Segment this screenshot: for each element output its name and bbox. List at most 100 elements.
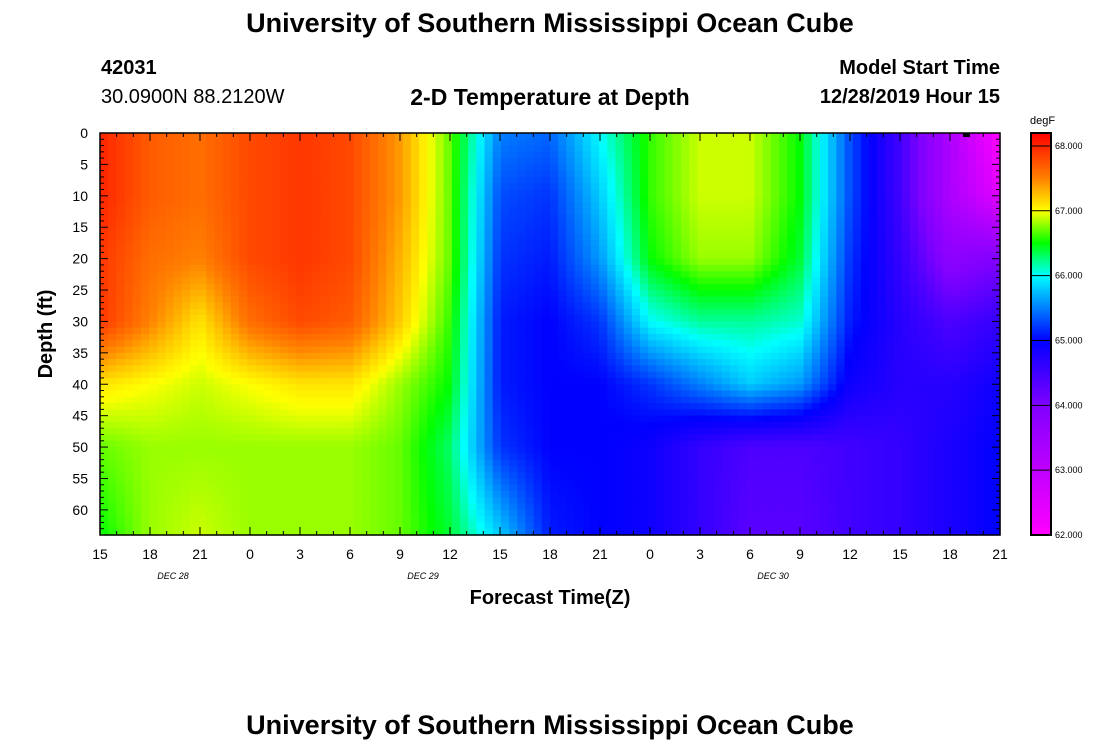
heatmap-cell: [132, 264, 142, 272]
heatmap-cell: [967, 327, 977, 335]
heatmap-cell: [631, 396, 641, 404]
heatmap-cell: [983, 321, 993, 329]
heatmap-cell: [271, 202, 281, 209]
heatmap-cell: [533, 139, 543, 147]
heatmap-cell: [190, 258, 199, 266]
heatmap-cell: [869, 139, 878, 147]
heatmap-cell: [664, 258, 674, 266]
heatmap-cell: [820, 239, 829, 247]
heatmap-cell: [329, 277, 338, 285]
heatmap-cell: [157, 145, 167, 153]
heatmap-cell: [361, 164, 371, 172]
heatmap-cell: [860, 139, 870, 147]
heatmap-cell: [500, 246, 510, 253]
heatmap-cell: [451, 327, 461, 335]
heatmap-cell: [222, 346, 232, 354]
heatmap-cell: [427, 208, 437, 216]
heatmap-cell: [206, 133, 216, 140]
heatmap-cell: [672, 346, 682, 354]
heatmap-cell: [836, 139, 846, 147]
heatmap-cell: [173, 302, 183, 310]
heatmap-cell: [672, 283, 682, 291]
heatmap-cell: [615, 264, 625, 272]
heatmap-cell: [762, 384, 772, 392]
heatmap-cell: [296, 208, 306, 216]
heatmap-cell: [967, 158, 977, 166]
heatmap-cell: [697, 246, 707, 253]
heatmap-cell: [419, 296, 428, 304]
heatmap-cell: [435, 246, 445, 253]
heatmap-cell: [533, 409, 543, 417]
heatmap-cell: [770, 220, 780, 228]
heatmap-cell: [239, 214, 248, 222]
heatmap-cell: [852, 183, 862, 191]
heatmap-cell: [991, 352, 1001, 360]
heatmap-cell: [214, 271, 224, 279]
heatmap-cell: [337, 151, 347, 159]
heatmap-cell: [689, 346, 698, 354]
heatmap-cell: [705, 377, 715, 385]
heatmap-cell: [934, 239, 944, 247]
heatmap-cell: [631, 252, 641, 260]
heatmap-cell: [959, 396, 968, 404]
heatmap-cell: [410, 202, 420, 209]
heatmap-cell: [705, 271, 715, 279]
heatmap-cell: [312, 346, 322, 354]
heatmap-cell: [828, 195, 837, 203]
heatmap-cell: [541, 189, 551, 197]
heatmap-cell: [410, 359, 420, 367]
heatmap-cell: [918, 334, 927, 341]
heatmap-cell: [836, 164, 846, 172]
heatmap-cell: [296, 170, 306, 178]
heatmap-cell: [255, 133, 265, 140]
heatmap-cell: [844, 296, 854, 304]
heatmap-cell: [402, 246, 412, 253]
heatmap-cell: [410, 296, 420, 304]
heatmap-cell: [942, 277, 952, 285]
heatmap-cell: [451, 403, 461, 410]
heatmap-cell: [361, 227, 371, 235]
heatmap-cell: [312, 208, 322, 216]
heatmap-cell: [680, 296, 690, 304]
heatmap-cell: [100, 359, 109, 367]
heatmap-cell: [901, 302, 911, 310]
heatmap-cell: [631, 390, 641, 398]
heatmap-cell: [983, 403, 993, 410]
heatmap-cell: [460, 327, 469, 335]
heatmap-cell: [910, 151, 919, 159]
heatmap-cell: [590, 384, 600, 392]
heatmap-cell: [631, 321, 641, 329]
heatmap-cell: [132, 334, 142, 341]
heatmap-cell: [541, 403, 551, 410]
heatmap-cell: [206, 302, 216, 310]
heatmap-cell: [255, 151, 265, 159]
heatmap-cell: [255, 202, 265, 209]
heatmap-cell: [509, 390, 518, 398]
heatmap-cell: [991, 220, 1001, 228]
heatmap-cell: [100, 202, 109, 209]
heatmap-cell: [779, 409, 788, 417]
heatmap-cell: [140, 390, 150, 398]
heatmap-cell: [934, 183, 944, 191]
heatmap-cell: [721, 296, 731, 304]
heatmap-cell: [852, 365, 862, 373]
heatmap-cell: [476, 208, 486, 216]
heatmap-cell: [820, 403, 829, 410]
heatmap-cell: [893, 183, 903, 191]
heatmap-cell: [255, 371, 265, 379]
heatmap-cell: [149, 264, 158, 272]
heatmap-cell: [844, 258, 854, 266]
heatmap-cell: [836, 384, 846, 392]
heatmap-cell: [239, 195, 248, 203]
heatmap-cell: [615, 384, 625, 392]
heatmap-cell: [230, 139, 240, 147]
heatmap-cell: [738, 384, 747, 392]
heatmap-cell: [942, 164, 952, 172]
heatmap-cell: [525, 252, 535, 260]
heatmap-cell: [304, 164, 314, 172]
heatmap-cell: [419, 252, 428, 260]
heatmap-cell: [157, 170, 167, 178]
heatmap-cell: [419, 403, 428, 410]
heatmap-cell: [664, 208, 674, 216]
heatmap-cell: [394, 359, 404, 367]
